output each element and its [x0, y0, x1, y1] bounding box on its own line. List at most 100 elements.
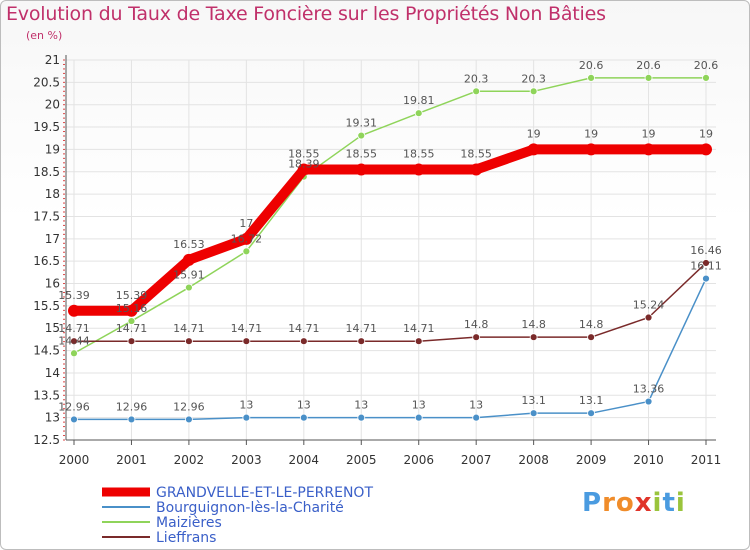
data-point [185, 415, 193, 424]
chart-title: Evolution du Taux de Taxe Foncière sur l… [6, 3, 606, 25]
logo-letter: i [652, 488, 663, 518]
y-tick-label: 12.5 [33, 433, 60, 447]
data-label: 19.31 [346, 117, 378, 130]
data-label: 14.44 [58, 334, 90, 347]
data-label: 20.6 [579, 59, 604, 72]
y-tick-label: 16.5 [33, 254, 60, 268]
data-label: 20.6 [694, 59, 719, 72]
data-point [240, 232, 253, 245]
x-tick-label: 2000 [59, 453, 90, 467]
data-label: 12.96 [58, 400, 90, 413]
data-point [587, 73, 595, 82]
data-label: 20.6 [636, 59, 661, 72]
data-label: 19 [642, 127, 656, 140]
data-point [470, 163, 483, 176]
data-label: 13 [239, 399, 253, 412]
data-label: 14.71 [116, 322, 148, 335]
data-point [642, 143, 655, 156]
data-point [700, 143, 712, 156]
proxiti-logo: Proxiti [582, 488, 686, 518]
y-tick-label: 13 [45, 411, 60, 425]
data-label: 12.96 [116, 400, 148, 413]
y-tick-label: 21 [45, 53, 60, 67]
legend: GRANDVELLE-ET-LE-PERRENOTBourguignon-lès… [102, 485, 373, 546]
series-line [73, 262, 707, 342]
data-point [70, 415, 78, 424]
data-label: 19 [527, 127, 541, 140]
data-point [299, 337, 308, 346]
series-line [73, 77, 707, 355]
data-label: 13.1 [521, 394, 546, 407]
data-point [127, 317, 136, 325]
y-tick-label: 15.5 [33, 299, 60, 313]
data-point [702, 259, 710, 267]
y-tick-label: 16 [45, 277, 60, 291]
legend-label: Maizières [156, 515, 222, 531]
data-label: 19.81 [403, 94, 435, 107]
data-point [529, 87, 538, 96]
data-point [414, 109, 423, 118]
data-label: 17 [239, 217, 253, 230]
data-label: 18.39 [288, 158, 320, 171]
data-label: 15.39 [58, 289, 90, 302]
data-label: 16.53 [173, 238, 205, 251]
data-label: 14.71 [231, 322, 263, 335]
data-point [414, 413, 423, 422]
legend-label: Lieffrans [156, 530, 216, 546]
data-point [299, 413, 308, 422]
data-point [297, 163, 310, 176]
data-label: 16.72 [231, 232, 263, 245]
y-tick-label: 20.5 [33, 75, 60, 89]
data-label: 18.55 [403, 148, 435, 161]
y-tick-label: 18.5 [33, 165, 60, 179]
data-label: 19 [699, 127, 713, 140]
y-tick-label: 17 [45, 232, 60, 246]
data-label: 13 [412, 399, 426, 412]
data-point [68, 304, 80, 317]
data-point [644, 73, 653, 82]
series-line [73, 277, 707, 421]
data-point [529, 409, 538, 418]
data-label: 20.3 [464, 72, 489, 85]
data-point [182, 253, 195, 266]
x-tick-label: 2003 [231, 453, 262, 467]
data-label: 15.39 [116, 289, 148, 302]
data-point [357, 413, 366, 422]
data-label: 15.24 [633, 299, 665, 312]
data-label: 14.71 [288, 322, 320, 335]
x-tick-label: 2009 [576, 453, 607, 467]
logo-letter: r [602, 488, 616, 518]
legend-label: Bourguignon-lès-la-Charité [156, 500, 344, 516]
legend-label: GRANDVELLE-ET-LE-PERRENOT [156, 485, 373, 501]
data-label: 19 [584, 127, 598, 140]
data-label: 18.55 [346, 148, 378, 161]
data-label: 20.3 [521, 72, 546, 85]
y-tick-label: 19.5 [33, 120, 60, 134]
axis-layer: 12.5 13 13.5 14 14.5 15 15.5 16 16.5 17 17.5 18 18.5… [33, 53, 721, 467]
data-label: 13 [297, 399, 311, 412]
data-label: 12.96 [173, 400, 205, 413]
data-label: 14.8 [464, 318, 489, 331]
data-point [527, 143, 540, 156]
data-label-layer: 12.96 12.96 12.96 13 13 13 13 13 13.1 13.1 13.36 16… [58, 59, 722, 414]
x-tick-label: 2001 [116, 453, 147, 467]
data-point [127, 415, 136, 424]
series-layer [68, 73, 712, 424]
y-tick-label: 13.5 [33, 388, 60, 402]
x-tick-label: 2004 [289, 453, 320, 467]
data-point [185, 283, 193, 292]
data-point [702, 73, 710, 82]
x-tick-label: 2011 [691, 453, 722, 467]
x-tick-label: 2006 [403, 453, 434, 467]
x-tick-label: 2007 [461, 453, 492, 467]
data-point [472, 333, 481, 342]
data-label: 14.8 [579, 318, 604, 331]
data-point [587, 409, 595, 418]
data-label: 13 [354, 399, 368, 412]
data-point [125, 304, 138, 317]
logo-letter: t [662, 488, 676, 518]
y-tick-label: 20 [45, 98, 60, 112]
data-label: 15.91 [173, 269, 205, 282]
